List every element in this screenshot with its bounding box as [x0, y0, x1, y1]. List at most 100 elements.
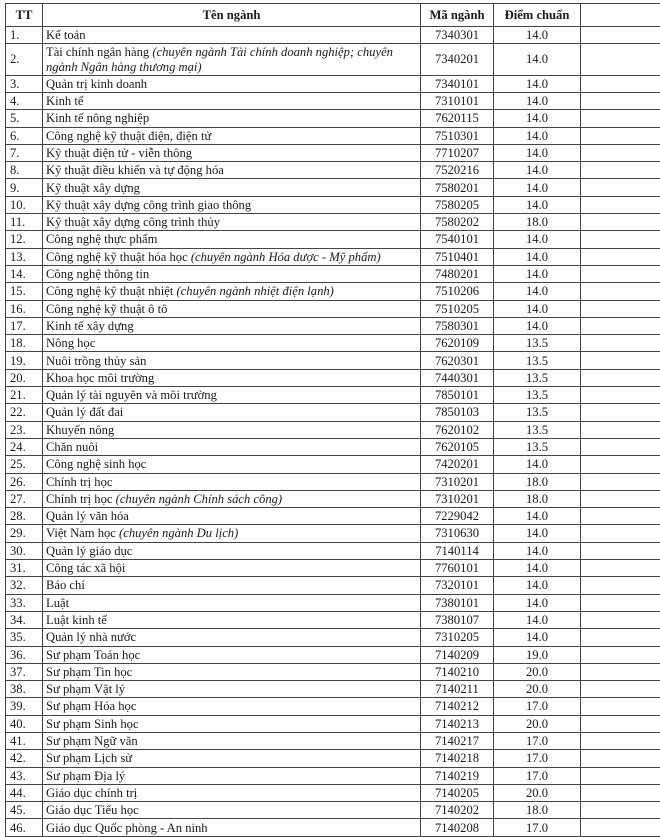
major-name: Kinh tế nông nghiệp [46, 111, 149, 125]
major-name-cell: Công nghệ kỹ thuật ô tô [43, 300, 421, 317]
empty-cell [581, 179, 660, 196]
major-name-cell: Sư phạm Hóa học [43, 698, 421, 715]
row-number: 7. [6, 144, 43, 161]
cutoff-score: 14.0 [494, 456, 581, 473]
major-code: 7310201 [421, 473, 494, 490]
table-row: 10.Kỹ thuật xây dựng công trình giao thô… [6, 196, 660, 213]
empty-cell [581, 127, 660, 144]
cutoff-score: 17.0 [494, 819, 581, 836]
major-name-cell: Sư phạm Ngữ văn [43, 732, 421, 749]
empty-cell [581, 819, 660, 836]
row-number: 24. [6, 438, 43, 455]
major-name-cell: Nông học [43, 335, 421, 352]
major-name: Kỹ thuật xây dựng [46, 181, 140, 195]
major-name-cell: Công nghệ thông tin [43, 265, 421, 282]
major-code: 7140218 [421, 750, 494, 767]
row-number: 2. [6, 44, 43, 75]
major-code: 7140205 [421, 784, 494, 801]
major-name-cell: Công nghệ thực phẩm [43, 231, 421, 248]
major-name: Quản lý tài nguyên và môi trường [46, 388, 217, 402]
major-code: 7510206 [421, 283, 494, 300]
cutoff-score: 14.0 [494, 542, 581, 559]
major-name-cell: Sư phạm Toán học [43, 646, 421, 663]
major-code: 7310201 [421, 490, 494, 507]
major-note: (chuyên ngành Chính sách công) [116, 492, 282, 506]
cutoff-score: 20.0 [494, 784, 581, 801]
empty-cell [581, 369, 660, 386]
major-name: Công nghệ kỹ thuật nhiệt [46, 284, 176, 298]
major-note: (chuyên ngành Hóa dược - Mỹ phẩm) [191, 250, 381, 264]
empty-cell [581, 490, 660, 507]
major-code: 7580301 [421, 317, 494, 334]
cutoff-score: 17.0 [494, 732, 581, 749]
row-number: 22. [6, 404, 43, 421]
major-name-cell: Quản lý tài nguyên và môi trường [43, 387, 421, 404]
cutoff-score: 14.0 [494, 317, 581, 334]
major-name: Sư phạm Tin học [46, 665, 132, 679]
major-name: Kinh tế [46, 94, 83, 108]
cutoff-score: 13.5 [494, 335, 581, 352]
empty-cell [581, 162, 660, 179]
empty-cell [581, 611, 660, 628]
row-number: 37. [6, 663, 43, 680]
empty-cell [581, 456, 660, 473]
major-name: Luật [46, 596, 69, 610]
row-number: 20. [6, 369, 43, 386]
major-name: Sư phạm Hóa học [46, 699, 136, 713]
major-name-cell: Kế toán [43, 27, 421, 44]
major-code: 7540101 [421, 231, 494, 248]
cutoff-score: 18.0 [494, 214, 581, 231]
empty-cell [581, 750, 660, 767]
empty-cell [581, 646, 660, 663]
major-name: Luật kinh tế [46, 613, 107, 627]
empty-cell [581, 352, 660, 369]
major-name: Quản lý nhà nước [46, 630, 136, 644]
major-name: Quản lý văn hóa [46, 509, 129, 523]
cutoff-score: 17.0 [494, 750, 581, 767]
row-number: 44. [6, 784, 43, 801]
major-code: 7140208 [421, 819, 494, 836]
major-name-cell: Kỹ thuật điều khiển và tự động hóa [43, 162, 421, 179]
major-code: 7320101 [421, 577, 494, 594]
header-row: TT Tên ngành Mã ngành Điểm chuẩn [6, 4, 660, 27]
major-code: 7480201 [421, 265, 494, 282]
cutoff-score: 14.0 [494, 27, 581, 44]
major-name: Chính trị học [46, 475, 112, 489]
major-name: Kỹ thuật điều khiển và tự động hóa [46, 163, 224, 177]
major-name: Tài chính ngân hàng [46, 45, 152, 59]
major-code: 7340201 [421, 44, 494, 75]
row-number: 46. [6, 819, 43, 836]
major-code: 7580201 [421, 179, 494, 196]
cutoff-score: 13.5 [494, 369, 581, 386]
cutoff-score: 14.0 [494, 93, 581, 110]
empty-cell [581, 317, 660, 334]
row-number: 4. [6, 93, 43, 110]
row-number: 45. [6, 802, 43, 819]
major-name: Giáo dục Quốc phòng - An ninh [46, 821, 208, 835]
row-number: 43. [6, 767, 43, 784]
cutoff-score: 20.0 [494, 663, 581, 680]
empty-cell [581, 784, 660, 801]
empty-cell [581, 44, 660, 75]
major-name: Công tác xã hội [46, 561, 125, 575]
cutoff-score: 14.0 [494, 127, 581, 144]
empty-cell [581, 542, 660, 559]
row-number: 35. [6, 629, 43, 646]
major-code: 7510301 [421, 127, 494, 144]
row-number: 36. [6, 646, 43, 663]
cutoff-score: 14.0 [494, 594, 581, 611]
row-number: 3. [6, 75, 43, 92]
major-note: (chuyên ngành Du lịch) [119, 526, 238, 540]
empty-cell [581, 525, 660, 542]
